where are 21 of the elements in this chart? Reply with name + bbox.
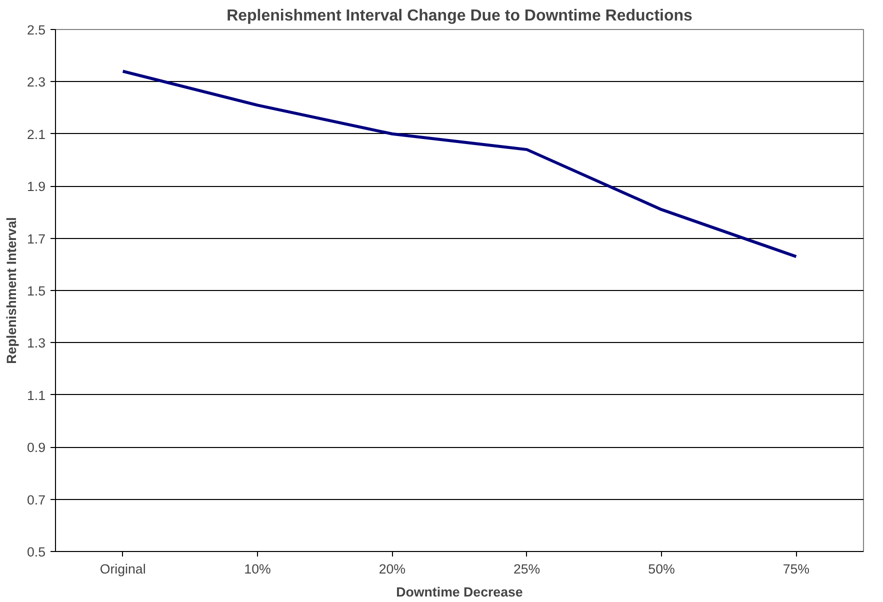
y-tick-label: 0.7	[26, 492, 46, 508]
y-tick-label: 2.3	[26, 74, 46, 90]
y-tick-label: 0.5	[26, 544, 46, 560]
x-tick-label: 10%	[244, 562, 271, 576]
x-tick-label: 75%	[782, 562, 810, 576]
y-tick-label: 1.1	[26, 388, 46, 403]
x-tick-label: Original	[100, 562, 146, 576]
y-tick-label: 1.3	[26, 336, 46, 351]
y-tick-label: 1.9	[26, 179, 46, 194]
line-series	[121, 70, 798, 258]
y-tick-label: 2.1	[26, 126, 46, 142]
chart-title: Replenishment Interval Change Due to Downtime Reductions	[226, 8, 693, 24]
x-tick-label: 20%	[378, 562, 406, 576]
y-tick-label: 1.5	[26, 284, 46, 298]
y-tick-label: 2.5	[26, 22, 46, 38]
y-axis-title: Replenishment Interval	[4, 217, 19, 364]
x-tick-label: 50%	[648, 562, 675, 576]
x-tick-label: 25%	[513, 562, 540, 576]
y-tick-label: 0.9	[26, 440, 46, 456]
x-axis-title: Downtime Decrease	[396, 584, 523, 600]
y-tick-label: 1.7	[26, 231, 46, 246]
